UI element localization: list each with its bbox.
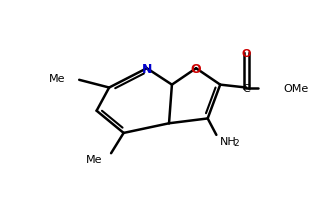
Text: C: C xyxy=(242,83,250,93)
Text: O: O xyxy=(242,49,251,59)
Text: 2: 2 xyxy=(234,138,239,147)
Text: Me: Me xyxy=(49,74,66,83)
Text: N: N xyxy=(142,62,152,75)
Text: O: O xyxy=(191,62,202,75)
Text: NH: NH xyxy=(220,136,237,146)
Text: Me: Me xyxy=(86,154,102,164)
Text: OMe: OMe xyxy=(283,83,308,93)
